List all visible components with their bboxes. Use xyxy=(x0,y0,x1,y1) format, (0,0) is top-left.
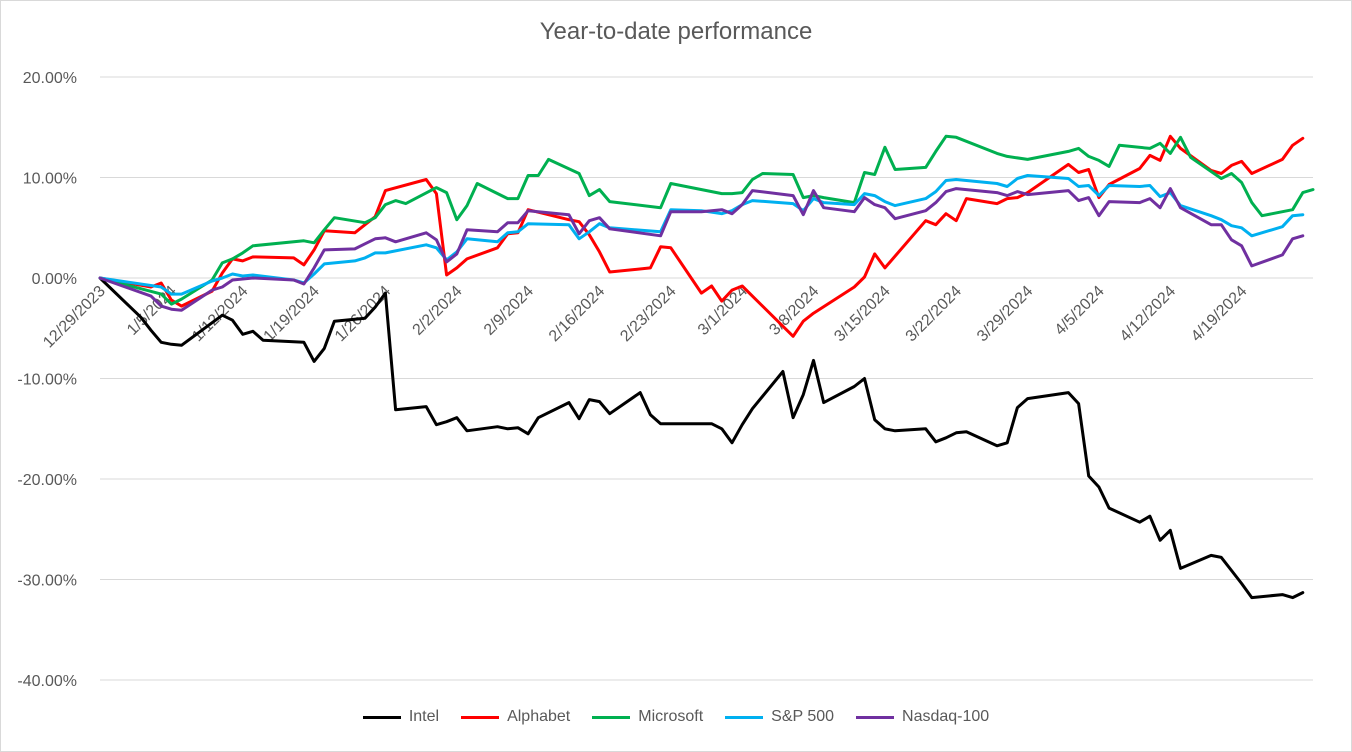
series-line-microsoft xyxy=(98,134,1315,306)
chart-legend: Intel Alphabet Microsoft S&P 500 Nasdaq-… xyxy=(0,708,1352,726)
legend-item-alphabet: Alphabet xyxy=(461,708,570,726)
x-tick-label: 2/16/2024 xyxy=(546,283,608,345)
y-tick-label: -40.00% xyxy=(17,673,77,690)
legend-swatch-nasdaq100 xyxy=(856,715,895,719)
legend-swatch-sp500 xyxy=(725,715,764,719)
legend-item-microsoft: Microsoft xyxy=(592,708,703,726)
series-line-s-p-500 xyxy=(98,174,1305,296)
x-tick-label: 4/19/2024 xyxy=(1188,283,1250,345)
legend-label-sp500: S&P 500 xyxy=(771,708,835,725)
legend-label-nasdaq100: Nasdaq-100 xyxy=(902,708,990,725)
series-line-nasdaq-100 xyxy=(98,187,1305,312)
y-tick-label: 10.00% xyxy=(23,171,77,188)
legend-swatch-intel xyxy=(362,715,401,719)
x-tick-label: 1/19/2024 xyxy=(261,283,323,345)
legend-item-intel: Intel xyxy=(362,708,440,726)
series-line-intel xyxy=(98,276,1305,600)
legend-swatch-microsoft xyxy=(592,715,631,719)
legend-item-sp500: S&P 500 xyxy=(725,708,834,726)
x-tick-label: 1/12/2024 xyxy=(189,283,251,345)
y-tick-label: -20.00% xyxy=(17,472,77,489)
y-tick-label: -30.00% xyxy=(17,573,77,590)
x-tick-label: 3/29/2024 xyxy=(974,283,1036,345)
y-tick-label: 0.00% xyxy=(32,271,77,288)
x-tick-label: 4/5/2024 xyxy=(1052,283,1108,339)
series-line-alphabet xyxy=(98,134,1305,338)
x-tick-label: 3/22/2024 xyxy=(903,283,965,345)
x-tick-label: 12/29/2023 xyxy=(40,283,109,352)
x-tick-label: 2/2/2024 xyxy=(410,283,466,339)
x-tick-label: 2/23/2024 xyxy=(617,283,679,345)
x-tick-label: 2/9/2024 xyxy=(481,283,537,339)
chart-title: Year-to-date performance xyxy=(539,18,813,45)
legend-item-nasdaq100: Nasdaq-100 xyxy=(856,708,989,726)
x-tick-label: 4/12/2024 xyxy=(1117,283,1179,345)
legend-swatch-alphabet xyxy=(461,715,500,719)
x-tick-label: 3/8/2024 xyxy=(766,283,822,339)
legend-label-intel: Intel xyxy=(408,708,440,725)
y-tick-label: 20.00% xyxy=(23,70,77,87)
x-tick-label: 3/15/2024 xyxy=(831,283,893,345)
legend-label-microsoft: Microsoft xyxy=(638,708,704,725)
legend-label-alphabet: Alphabet xyxy=(507,708,571,725)
y-tick-label: -10.00% xyxy=(17,372,77,389)
